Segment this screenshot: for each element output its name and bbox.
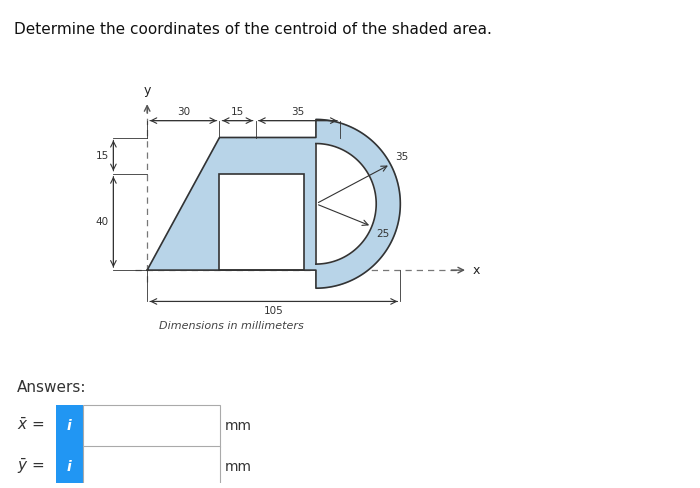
Text: Dimensions in millimeters: Dimensions in millimeters [159, 321, 304, 331]
Text: 15: 15 [231, 107, 244, 117]
Polygon shape [220, 174, 304, 270]
Text: 40: 40 [95, 217, 108, 227]
Text: 30: 30 [177, 107, 190, 117]
Text: 35: 35 [291, 107, 304, 117]
Text: x: x [473, 264, 480, 277]
Text: 105: 105 [264, 306, 284, 316]
FancyBboxPatch shape [83, 446, 220, 488]
Polygon shape [316, 143, 376, 264]
Text: y: y [144, 83, 150, 97]
Text: 35: 35 [395, 152, 409, 162]
FancyBboxPatch shape [56, 405, 83, 447]
FancyBboxPatch shape [83, 405, 220, 447]
Text: Answers:: Answers: [17, 380, 86, 395]
Text: i: i [67, 419, 71, 433]
Text: $\bar{y}$ =: $\bar{y}$ = [17, 457, 44, 476]
FancyBboxPatch shape [56, 446, 83, 488]
Text: 25: 25 [377, 229, 390, 239]
Text: i: i [67, 460, 71, 474]
Text: $\bar{x}$ =: $\bar{x}$ = [17, 417, 44, 433]
Text: mm: mm [225, 419, 252, 433]
Polygon shape [147, 120, 400, 288]
Text: 15: 15 [95, 151, 108, 161]
Text: mm: mm [225, 460, 252, 474]
Text: Determine the coordinates of the centroid of the shaded area.: Determine the coordinates of the centroi… [14, 21, 491, 37]
